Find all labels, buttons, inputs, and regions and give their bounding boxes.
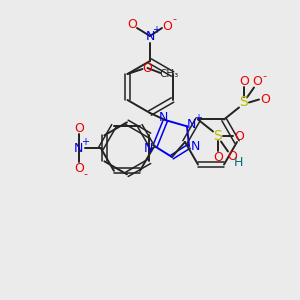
Text: N: N bbox=[159, 111, 168, 124]
Text: N: N bbox=[186, 118, 196, 131]
Text: S: S bbox=[240, 95, 248, 110]
Text: N: N bbox=[190, 140, 200, 153]
Text: -: - bbox=[172, 14, 176, 24]
Text: O: O bbox=[142, 61, 152, 74]
Text: +: + bbox=[194, 113, 202, 123]
Text: N: N bbox=[74, 142, 84, 155]
Text: -: - bbox=[262, 71, 266, 82]
Text: O: O bbox=[74, 122, 84, 135]
Text: O: O bbox=[252, 75, 262, 88]
Text: -: - bbox=[84, 169, 88, 179]
Text: CH₃: CH₃ bbox=[160, 69, 179, 79]
Text: O: O bbox=[239, 75, 249, 88]
Text: N: N bbox=[145, 29, 155, 43]
Text: O: O bbox=[213, 151, 223, 164]
Text: O: O bbox=[162, 20, 172, 32]
Text: O: O bbox=[74, 162, 84, 175]
Text: N: N bbox=[144, 142, 154, 155]
Text: O: O bbox=[127, 19, 137, 32]
Text: +: + bbox=[152, 25, 160, 35]
Text: O: O bbox=[227, 150, 237, 163]
Text: O: O bbox=[260, 93, 270, 106]
Text: +: + bbox=[81, 137, 89, 147]
Text: H: H bbox=[233, 156, 243, 169]
Text: O: O bbox=[234, 130, 244, 143]
Text: S: S bbox=[214, 130, 222, 143]
